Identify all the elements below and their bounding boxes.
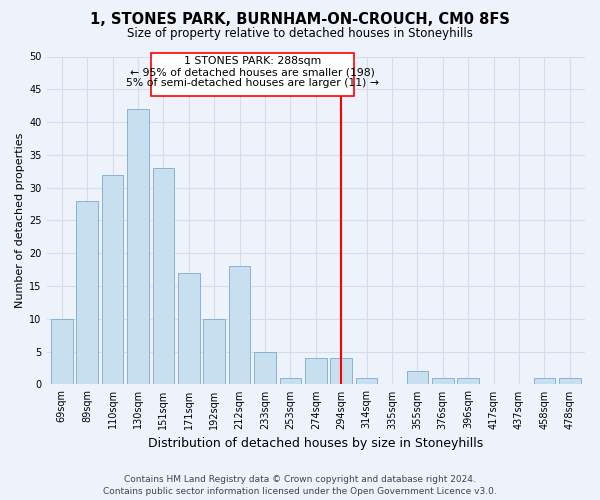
- Bar: [127, 109, 149, 384]
- Bar: [356, 378, 377, 384]
- Bar: [280, 378, 301, 384]
- Bar: [102, 174, 124, 384]
- Text: Size of property relative to detached houses in Stoneyhills: Size of property relative to detached ho…: [127, 28, 473, 40]
- Bar: [432, 378, 454, 384]
- Bar: [51, 319, 73, 384]
- Bar: [203, 319, 225, 384]
- Bar: [151, 53, 354, 96]
- Text: 1 STONES PARK: 288sqm: 1 STONES PARK: 288sqm: [184, 56, 321, 66]
- Bar: [254, 352, 276, 384]
- Bar: [229, 266, 250, 384]
- Bar: [178, 273, 200, 384]
- Text: 5% of semi-detached houses are larger (11) →: 5% of semi-detached houses are larger (1…: [126, 78, 379, 88]
- Y-axis label: Number of detached properties: Number of detached properties: [15, 133, 25, 308]
- Text: 1, STONES PARK, BURNHAM-ON-CROUCH, CM0 8FS: 1, STONES PARK, BURNHAM-ON-CROUCH, CM0 8…: [90, 12, 510, 28]
- Bar: [533, 378, 555, 384]
- X-axis label: Distribution of detached houses by size in Stoneyhills: Distribution of detached houses by size …: [148, 437, 484, 450]
- Bar: [457, 378, 479, 384]
- Bar: [559, 378, 581, 384]
- Bar: [152, 168, 174, 384]
- Bar: [331, 358, 352, 384]
- Text: ← 95% of detached houses are smaller (198): ← 95% of detached houses are smaller (19…: [130, 67, 375, 77]
- Text: Contains HM Land Registry data © Crown copyright and database right 2024.
Contai: Contains HM Land Registry data © Crown c…: [103, 474, 497, 496]
- Bar: [305, 358, 326, 384]
- Bar: [407, 372, 428, 384]
- Bar: [76, 201, 98, 384]
